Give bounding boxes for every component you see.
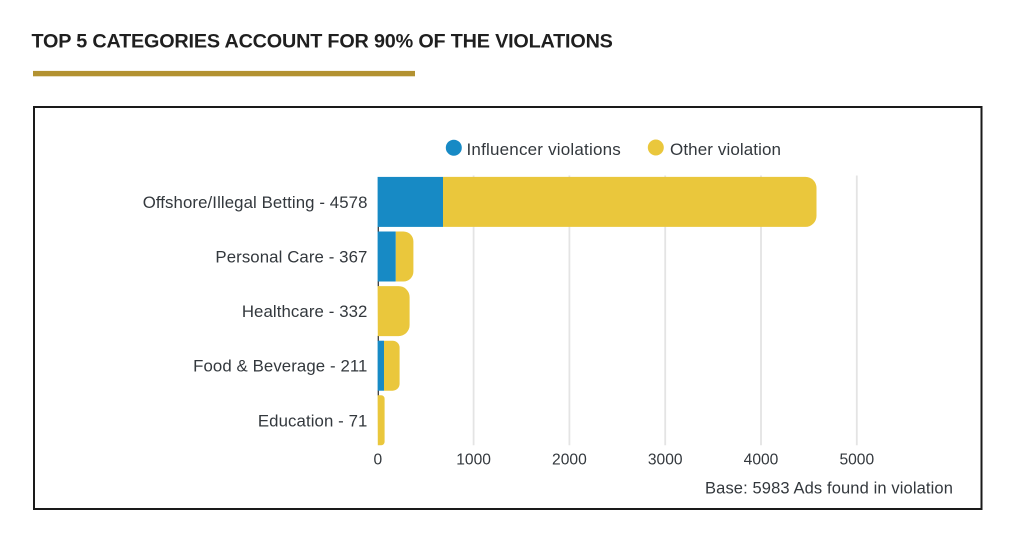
svg-text:Other violation: Other violation <box>670 140 781 159</box>
svg-text:2000: 2000 <box>552 452 587 469</box>
svg-text:Base: 5983 Ads found in violat: Base: 5983 Ads found in violation <box>705 480 953 498</box>
svg-text:5000: 5000 <box>839 452 874 469</box>
svg-text:4000: 4000 <box>744 452 779 469</box>
svg-text:TOP 5 CATEGORIES ACCOUNT FOR 9: TOP 5 CATEGORIES ACCOUNT FOR 90% OF THE … <box>32 31 613 53</box>
svg-text:3000: 3000 <box>648 452 683 469</box>
svg-text:Education - 71: Education - 71 <box>258 411 368 430</box>
svg-text:Personal Care - 367: Personal Care - 367 <box>215 248 367 267</box>
svg-text:Offshore/Illegal Betting - 457: Offshore/Illegal Betting - 4578 <box>143 193 368 212</box>
svg-text:Healthcare - 332: Healthcare - 332 <box>242 302 368 321</box>
svg-text:1000: 1000 <box>456 452 491 469</box>
svg-text:0: 0 <box>373 452 382 469</box>
svg-text:Influencer violations: Influencer violations <box>467 140 621 159</box>
svg-text:Food & Beverage - 211: Food & Beverage - 211 <box>193 357 367 376</box>
